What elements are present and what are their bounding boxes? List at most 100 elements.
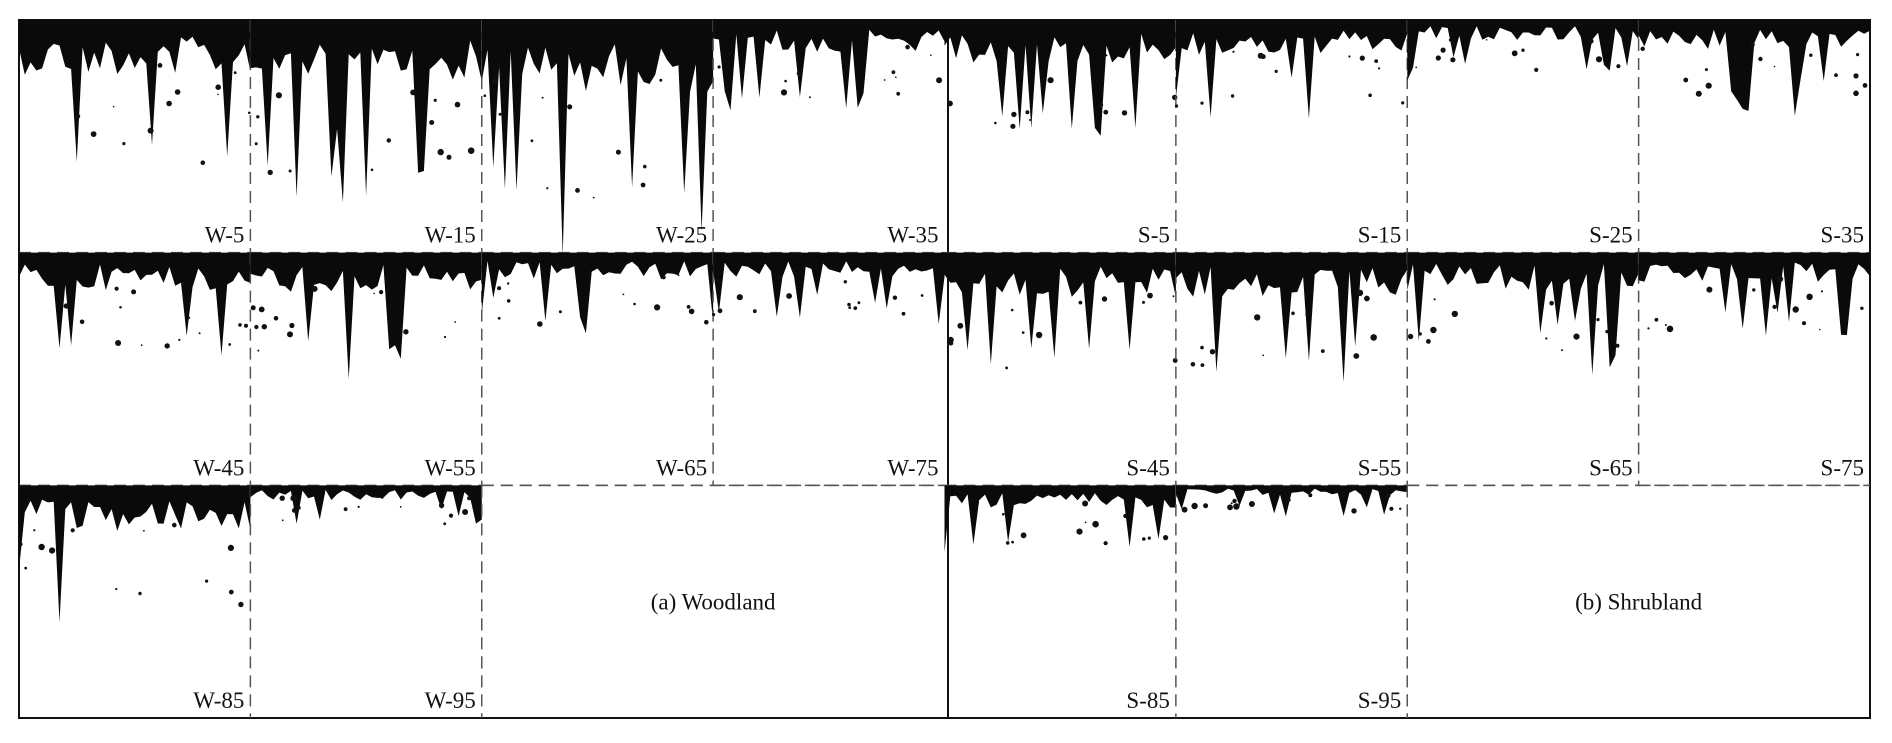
soil-region bbox=[1407, 20, 1639, 81]
soil-speck bbox=[248, 111, 251, 115]
image-label: W-55 bbox=[425, 455, 476, 480]
soil-speck bbox=[1370, 334, 1377, 341]
image-label: S-25 bbox=[1589, 223, 1632, 248]
soil-speck bbox=[930, 54, 932, 56]
soil-region bbox=[713, 20, 945, 111]
soil-speck bbox=[506, 299, 511, 303]
soil-speck bbox=[443, 522, 447, 526]
soil-speck bbox=[1227, 504, 1233, 511]
image-label: S-45 bbox=[1126, 455, 1169, 480]
soil-speck bbox=[90, 131, 97, 138]
soil-speck bbox=[311, 285, 318, 292]
soil-speck bbox=[287, 331, 293, 338]
soil-speck bbox=[1320, 349, 1325, 353]
soil-speck bbox=[920, 294, 924, 297]
soil-speck bbox=[296, 505, 301, 510]
soil-speck bbox=[615, 149, 621, 155]
soil-speck bbox=[467, 496, 472, 501]
soil-speck bbox=[1356, 305, 1359, 307]
soil-region bbox=[944, 252, 1176, 365]
soil-speck bbox=[1028, 119, 1031, 121]
soil-speck bbox=[33, 529, 36, 532]
image-label: S-65 bbox=[1589, 455, 1632, 480]
soil-speck bbox=[386, 138, 391, 143]
soil-speck bbox=[446, 154, 452, 160]
soil-speck bbox=[1415, 66, 1418, 69]
soil-speck bbox=[198, 332, 201, 335]
soil-speck bbox=[1308, 493, 1313, 498]
soil-speck bbox=[273, 316, 279, 321]
soil-speck bbox=[727, 52, 732, 56]
soil-speck bbox=[448, 513, 454, 518]
soil-speck bbox=[1147, 536, 1151, 540]
soil-speck bbox=[1654, 317, 1659, 322]
soil-speck bbox=[1163, 535, 1169, 541]
soil-speck bbox=[115, 340, 122, 346]
soil-speck bbox=[640, 182, 646, 188]
soil-speck bbox=[1254, 314, 1261, 321]
panel-caption: (b) Shrubland bbox=[1575, 590, 1703, 615]
soil-speck bbox=[994, 121, 997, 125]
soil-speck bbox=[1706, 286, 1713, 293]
image-label: W-15 bbox=[425, 223, 476, 248]
soil-speck bbox=[717, 308, 723, 314]
soil-speck bbox=[75, 113, 81, 119]
soil-speck bbox=[808, 96, 811, 99]
soil-speck bbox=[1704, 68, 1708, 72]
soil-speck bbox=[215, 84, 221, 90]
soil-speck bbox=[357, 505, 360, 508]
soil-speck bbox=[1101, 296, 1108, 302]
soil-speck bbox=[429, 120, 435, 125]
soil-speck bbox=[257, 349, 260, 352]
soil-speck bbox=[507, 282, 510, 285]
soil-speck bbox=[79, 319, 85, 325]
soil-speck bbox=[901, 311, 906, 316]
soil-speck bbox=[1695, 90, 1702, 97]
soil-speck bbox=[143, 529, 145, 532]
soil-speck bbox=[847, 302, 851, 307]
image-label: S-95 bbox=[1358, 688, 1401, 713]
soil-speck bbox=[150, 131, 153, 134]
soil-speck bbox=[483, 94, 487, 97]
soil-speck bbox=[138, 591, 142, 596]
soil-speck bbox=[1772, 304, 1777, 309]
soil-speck bbox=[1233, 503, 1240, 510]
soil-speck bbox=[1856, 53, 1860, 57]
soil-speck bbox=[546, 187, 549, 190]
soil-speck bbox=[1485, 39, 1488, 41]
soil-speck bbox=[1773, 65, 1776, 68]
soil-region bbox=[1175, 485, 1408, 517]
soil-speck bbox=[467, 147, 475, 154]
soil-speck bbox=[1435, 55, 1441, 61]
soil-speck bbox=[1418, 332, 1422, 336]
soil-speck bbox=[957, 322, 964, 329]
soil-speck bbox=[1561, 349, 1563, 352]
soil-speck bbox=[1260, 54, 1266, 60]
image-label: W-45 bbox=[193, 455, 244, 480]
soil-speck bbox=[1288, 498, 1291, 502]
soil-speck bbox=[780, 89, 788, 96]
soil-speck bbox=[157, 63, 163, 68]
soil-speck bbox=[1002, 512, 1005, 516]
image-label: W-85 bbox=[193, 688, 244, 713]
soil-speck bbox=[1605, 329, 1609, 334]
soil-speck bbox=[437, 148, 444, 156]
soil-speck bbox=[1440, 47, 1446, 53]
soil-speck bbox=[115, 587, 118, 591]
soil-speck bbox=[537, 321, 543, 327]
soil-speck bbox=[895, 76, 897, 78]
soil-region bbox=[19, 252, 251, 356]
soil-speck bbox=[1834, 73, 1838, 77]
soil-speck bbox=[1792, 306, 1799, 313]
soil-speck bbox=[1378, 67, 1381, 70]
soil-speck bbox=[1084, 521, 1087, 524]
soil-speck bbox=[1203, 503, 1209, 509]
soil-speck bbox=[410, 89, 416, 96]
soil-speck bbox=[200, 160, 206, 165]
soil-speck bbox=[799, 67, 802, 70]
soil-speck bbox=[688, 308, 695, 315]
soil-speck bbox=[1356, 289, 1364, 297]
soil-speck bbox=[892, 295, 898, 300]
outer-frame bbox=[18, 19, 1871, 719]
soil-speck bbox=[122, 142, 126, 146]
